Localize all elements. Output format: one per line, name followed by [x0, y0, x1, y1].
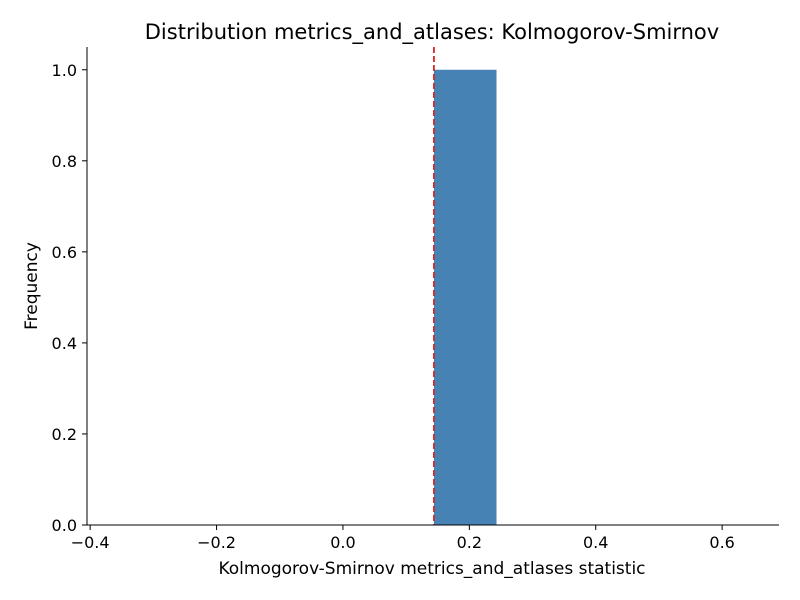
bars-group	[433, 69, 497, 525]
y-tick-label-5: 1.0	[52, 61, 77, 80]
x-tick-label-1: −0.2	[197, 533, 236, 552]
y-tick-label-3: 0.6	[52, 243, 77, 262]
histogram-bar-0	[433, 69, 497, 525]
x-tick-label-4: 0.4	[583, 533, 608, 552]
x-tick-label-2: 0.0	[330, 533, 355, 552]
y-tick-label-4: 0.8	[52, 152, 77, 171]
x-tick-label-0: −0.4	[71, 533, 110, 552]
y-axis-label: Frequency	[22, 242, 42, 330]
y-ticks-group: 0.0 0.2 0.4 0.6 0.8 1.0	[52, 61, 87, 535]
chart-title: Distribution metrics_and_atlases: Kolmog…	[145, 20, 719, 45]
y-tick-label-1: 0.2	[52, 425, 77, 444]
x-tick-label-5: 0.6	[709, 533, 734, 552]
x-axis-label: Kolmogorov-Smirnov metrics_and_atlases s…	[218, 559, 645, 579]
x-ticks-group: −0.4 −0.2 0.0 0.2 0.4 0.6	[71, 525, 735, 552]
y-tick-label-2: 0.4	[52, 334, 77, 353]
x-tick-label-3: 0.2	[457, 533, 482, 552]
y-tick-label-0: 0.0	[52, 516, 77, 535]
